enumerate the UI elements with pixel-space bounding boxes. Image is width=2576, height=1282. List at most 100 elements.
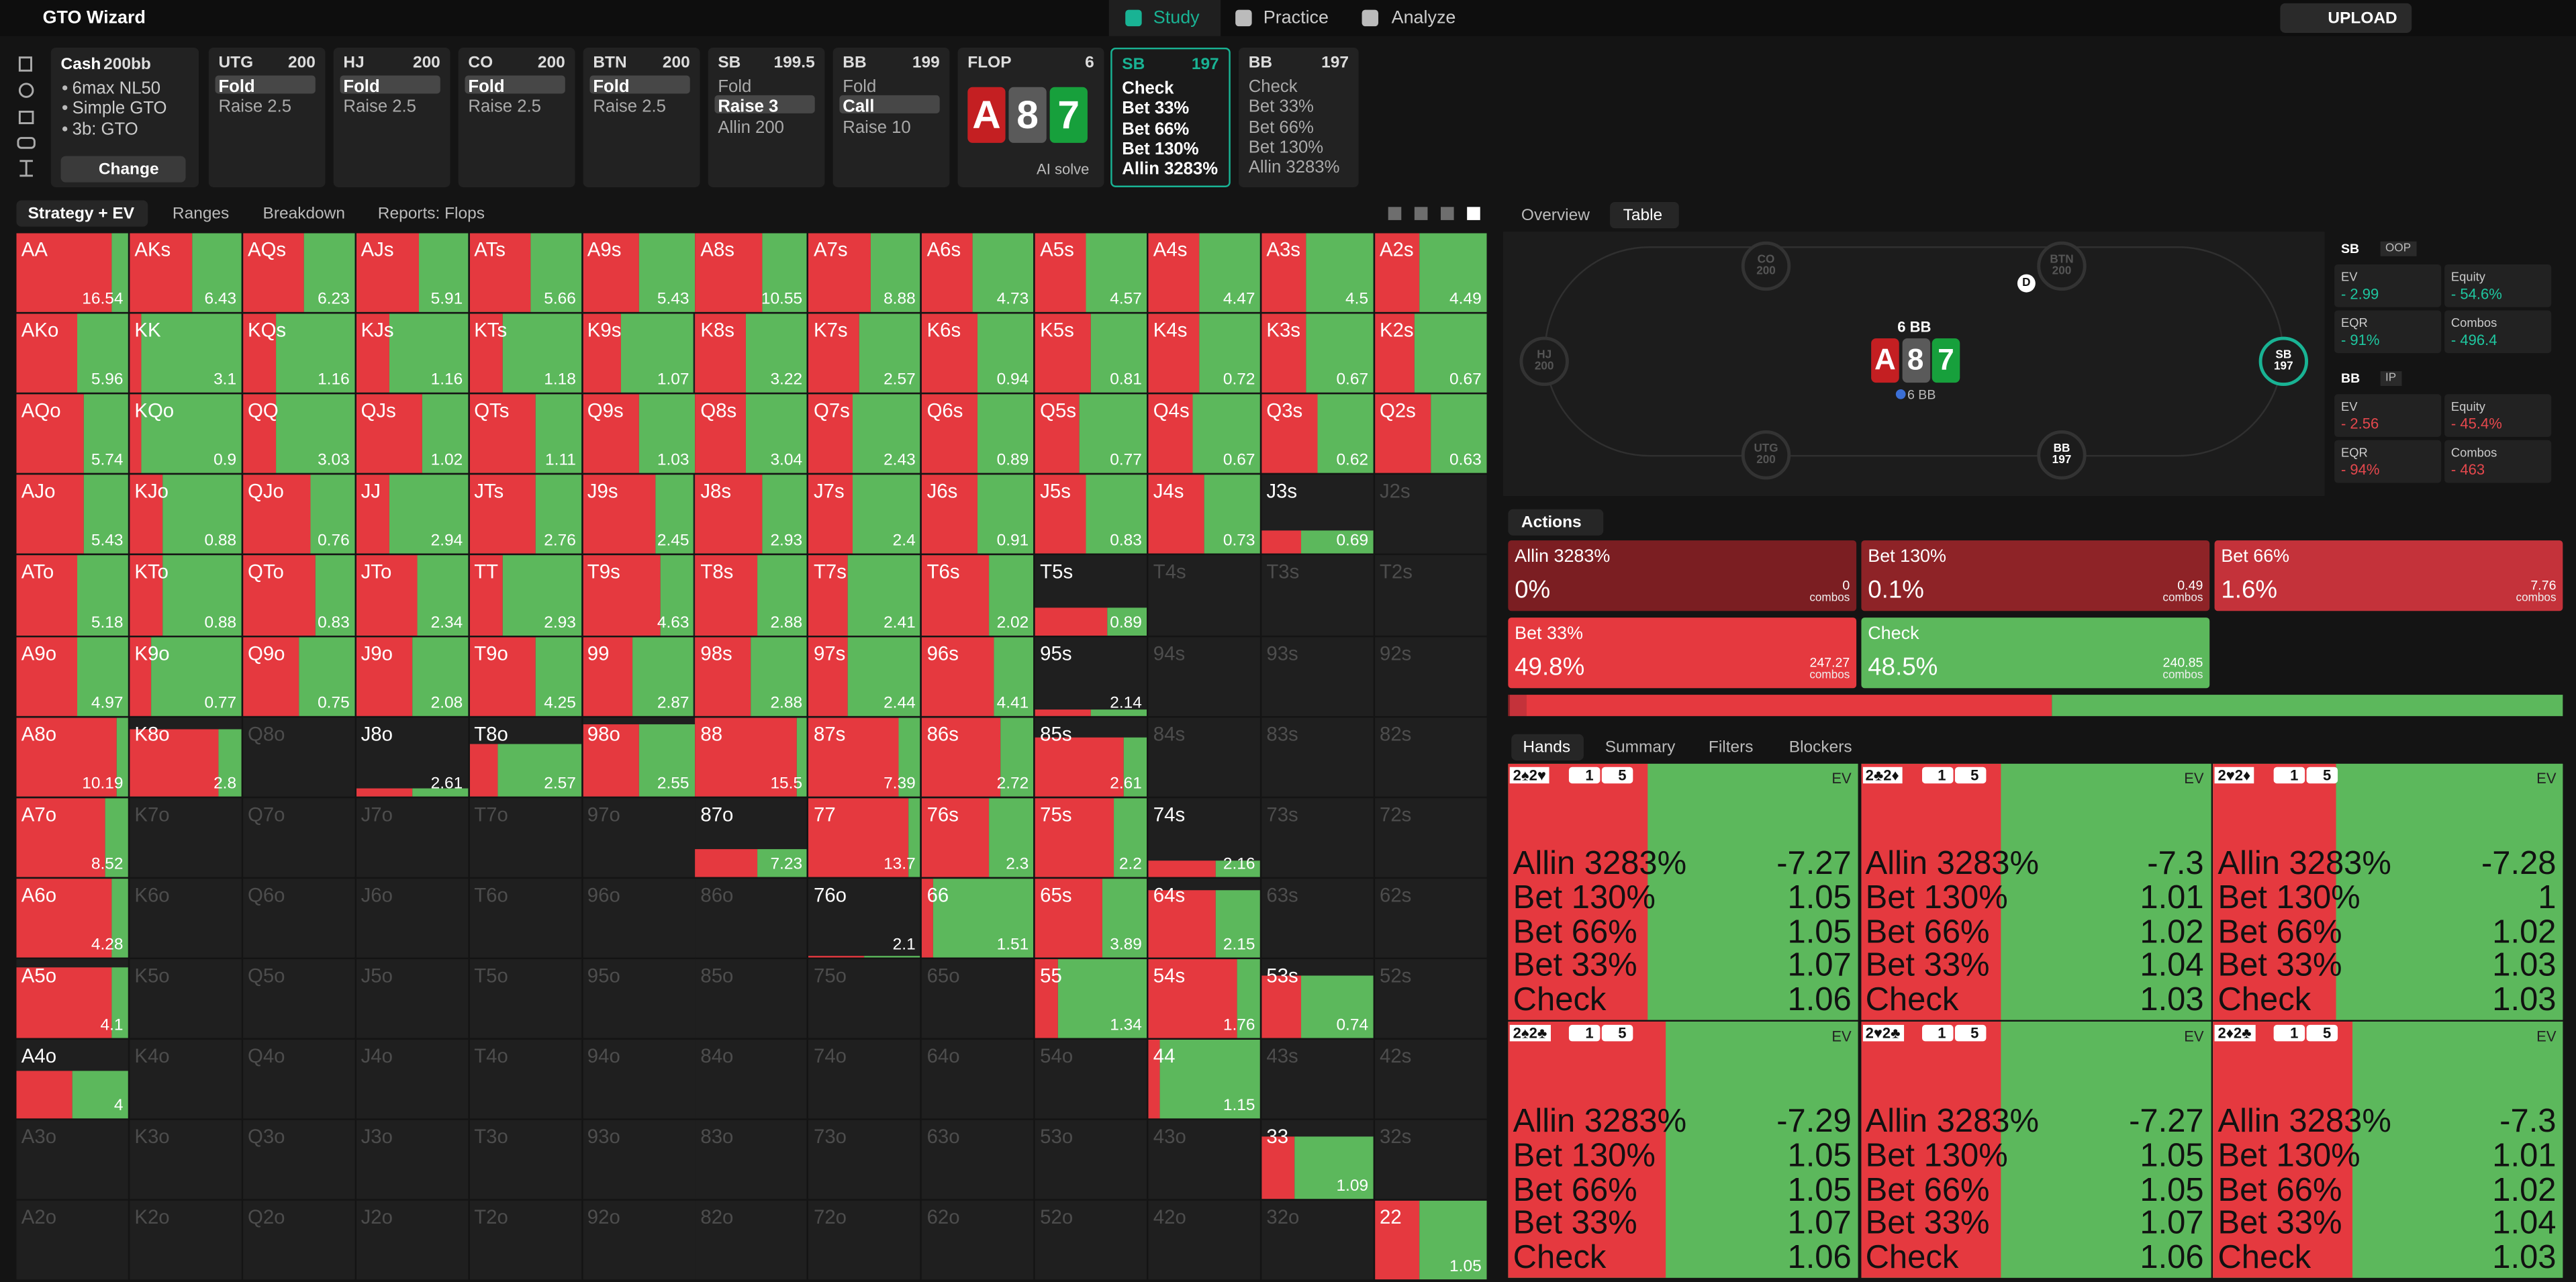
hand-cell[interactable]: 93o	[582, 1120, 694, 1199]
hand-cell[interactable]: 6.43 AKs	[130, 233, 242, 313]
hand-card[interactable]: 2♣2♦ 1 5 EV Allin 3283% -7.3 Bet 130% 1.01 Bet 6…	[1860, 763, 2211, 1020]
hand-cell[interactable]: 2.93 J8s	[696, 475, 808, 554]
hand-cell[interactable]: 0.88 KJo	[130, 475, 242, 554]
hand-cell[interactable]: 8.52 A7o	[16, 797, 128, 877]
hand-cell[interactable]: 2.02 T6s	[922, 556, 1034, 635]
hand-cell[interactable]: 2.34 JTo	[356, 556, 468, 635]
hand-cell[interactable]: 42o	[1148, 1201, 1260, 1281]
hand-cell[interactable]: 4 A4o	[16, 1039, 128, 1119]
hand-cell[interactable]: Q4o	[242, 1039, 355, 1119]
hand-cell[interactable]: 1.09 33	[1261, 1120, 1374, 1199]
hand-cell[interactable]: 62s	[1374, 878, 1487, 958]
hand-cell[interactable]: 32s	[1374, 1120, 1487, 1199]
hand-cell[interactable]: 4.1 A5o	[16, 958, 128, 1038]
hand-cell[interactable]: 94s	[1148, 636, 1260, 716]
hand-cell[interactable]: J2s	[1374, 475, 1487, 554]
toolbar-tab[interactable]: Ranges	[161, 201, 243, 227]
hands-tab[interactable]: Filters	[1697, 734, 1763, 760]
hand-cell[interactable]: 4.28 A6o	[16, 878, 128, 958]
hand-cell[interactable]: 2.44 97s	[808, 636, 921, 716]
hand-cell[interactable]: 72s	[1374, 797, 1487, 877]
seat[interactable]: UTG 200	[1741, 430, 1791, 480]
hand-cell[interactable]: 0.75 Q9o	[242, 636, 355, 716]
hand-card[interactable]: 2♠2♥ 1 5 EV Allin 3283% -7.27 Bet 130% 1.05 Bet …	[1508, 763, 1858, 1020]
hand-cell[interactable]: 2.15 64s	[1148, 878, 1260, 958]
hand-cell[interactable]: 0.77 Q5s	[1035, 394, 1147, 474]
hand-cell[interactable]: 42s	[1374, 1039, 1487, 1119]
actions-button[interactable]: Actions	[1508, 509, 1604, 536]
hand-cell[interactable]: 94o	[582, 1039, 694, 1119]
hand-cell[interactable]: 0.67 K3s	[1261, 313, 1374, 393]
hand-cell[interactable]: 2.08 J9o	[356, 636, 468, 716]
hand-cell[interactable]: 2.61 85s	[1035, 717, 1147, 797]
hand-cell[interactable]: 1.16 KJs	[356, 313, 468, 393]
hand-cell[interactable]: 73s	[1261, 797, 1374, 877]
hand-cell[interactable]: J4o	[356, 1039, 468, 1119]
hand-card[interactable]: 2♥2♣ 1 5 EV Allin 3283% -7.27 Bet 130% 1.05 Bet …	[1860, 1022, 2211, 1278]
hand-cell[interactable]: 0.73 J4s	[1148, 475, 1260, 554]
hand-cell[interactable]: 2.1 76o	[808, 878, 921, 958]
hand-cell[interactable]: 13.7 77	[808, 797, 921, 877]
hand-cell[interactable]: K2o	[130, 1201, 242, 1281]
hand-cell[interactable]: K5o	[130, 958, 242, 1038]
hand-cell[interactable]: 1.15 44	[1148, 1039, 1260, 1119]
hand-cell[interactable]: 82o	[696, 1201, 808, 1281]
hand-cell[interactable]: Q7o	[242, 797, 355, 877]
hand-cell[interactable]: 2.93 TT	[469, 556, 581, 635]
position-box[interactable]: BTN 200 Fold Raise 2.5	[583, 47, 700, 187]
position-box[interactable]: HJ 200 Fold Raise 2.5	[333, 47, 450, 187]
hand-cell[interactable]: 43o	[1148, 1120, 1260, 1199]
hand-cell[interactable]: 3.04 Q8s	[696, 394, 808, 474]
hand-cell[interactable]: 15.5 88	[696, 717, 808, 797]
hand-cell[interactable]: J7o	[356, 797, 468, 877]
hand-card[interactable]: 2♥2♦ 1 5 EV Allin 3283% -7.28 Bet 130% 1 Bet 66%…	[2213, 763, 2563, 1020]
hand-cell[interactable]: 5.91 AJs	[356, 233, 468, 313]
hand-cell[interactable]: 0.67 K2s	[1374, 313, 1487, 393]
hand-cell[interactable]: 65o	[922, 958, 1034, 1038]
hand-cell[interactable]: 2.76 JTs	[469, 475, 581, 554]
hand-cell[interactable]: 2.57 K7s	[808, 313, 921, 393]
hands-tab[interactable]: Blockers	[1778, 734, 1863, 760]
hand-cell[interactable]: 83o	[696, 1120, 808, 1199]
hand-cell[interactable]: 73o	[808, 1120, 921, 1199]
hand-cell[interactable]: 93s	[1261, 636, 1374, 716]
seat[interactable]: HJ 200	[1519, 336, 1569, 387]
hand-card[interactable]: 2♠2♣ 1 5 EV Allin 3283% -7.29 Bet 130% 1.05 Bet …	[1508, 1022, 1858, 1278]
hand-cell[interactable]: 2.43 Q7s	[808, 394, 921, 474]
hand-cell[interactable]: 16.54 AA	[16, 233, 128, 313]
hand-cell[interactable]: 0.83 QTo	[242, 556, 355, 635]
hand-cell[interactable]: 92o	[582, 1201, 694, 1281]
position-box[interactable]: BB 197 Check Bet 33% Bet 66% Bet 130% Allin 32…	[1239, 47, 1359, 187]
hand-cell[interactable]: 84o	[696, 1039, 808, 1119]
hand-cell[interactable]: 95o	[582, 958, 694, 1038]
hand-cell[interactable]: 0.76 QJo	[242, 475, 355, 554]
seat[interactable]: BTN 200	[2037, 241, 2087, 291]
view-tab[interactable]: Table	[1610, 201, 1679, 229]
nav-tab[interactable]: Practice	[1263, 8, 1329, 28]
hand-cell[interactable]: 0.67 Q4s	[1148, 394, 1260, 474]
hand-cell[interactable]: J6o	[356, 878, 468, 958]
hand-cell[interactable]: 2.72 86s	[922, 717, 1034, 797]
hand-cell[interactable]: 2.88 T8s	[696, 556, 808, 635]
toolbar-tab[interactable]: Reports: Flops	[367, 201, 514, 227]
hand-cell[interactable]: T4o	[469, 1039, 581, 1119]
hand-cell[interactable]: 86o	[696, 878, 808, 958]
hand-cell[interactable]: 1.16 KQs	[242, 313, 355, 393]
hand-cell[interactable]: 4.25 T9o	[469, 636, 581, 716]
hand-cell[interactable]: 5.43 A9s	[582, 233, 694, 313]
hand-cell[interactable]: T4s	[1148, 556, 1260, 635]
hand-cell[interactable]: 10.19 A8o	[16, 717, 128, 797]
hand-cell[interactable]: Q6o	[242, 878, 355, 958]
hand-cell[interactable]: 4.49 A2s	[1374, 233, 1487, 313]
hand-cell[interactable]: 2.88 98s	[696, 636, 808, 716]
action-card[interactable]: Allin 3283% 0% 0 combos	[1508, 540, 1857, 611]
hand-cell[interactable]: 84s	[1148, 717, 1260, 797]
hand-cell[interactable]: 0.69 J3s	[1261, 475, 1374, 554]
hand-cell[interactable]: 0.74 53s	[1261, 958, 1374, 1038]
hand-cell[interactable]: 4.73 A6s	[922, 233, 1034, 313]
hand-cell[interactable]: 1.03 Q9s	[582, 394, 694, 474]
upload-button[interactable]	[2280, 3, 2412, 33]
seat[interactable]: SB 197	[2258, 336, 2309, 387]
action-card[interactable]: Bet 130% 0.1% 0.49 combos	[1861, 540, 2210, 611]
hand-cell[interactable]: 0.62 Q3s	[1261, 394, 1374, 474]
